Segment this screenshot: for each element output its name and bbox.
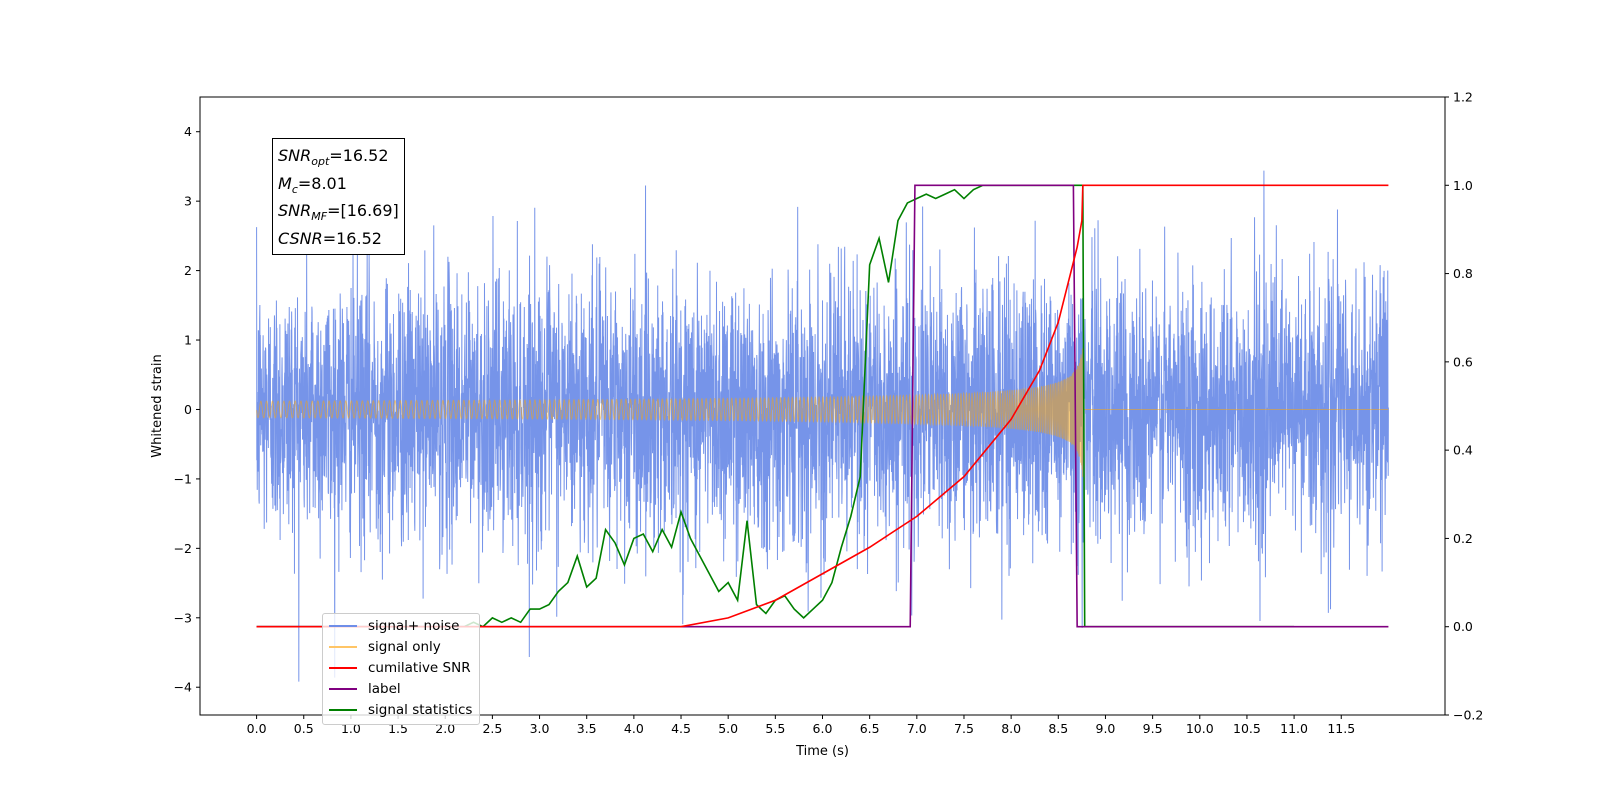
x-tick-label: 5.5 [765, 721, 785, 736]
y-tick-label: −1 [174, 471, 192, 486]
legend-swatch [329, 646, 357, 648]
y-axis-right: 1.2 1.0 0.8 0.6 0.4 0.2 0.0 −0.2 [1445, 90, 1483, 723]
legend-swatch [329, 667, 357, 669]
x-tick-label: 6.0 [813, 721, 833, 736]
y2-tick-label: 1.0 [1453, 178, 1473, 193]
x-tick-label: 8.0 [1001, 721, 1021, 736]
legend-label: label [368, 681, 401, 697]
y-tick-label: 1 [184, 333, 192, 348]
x-tick-label: 7.5 [954, 721, 974, 736]
x-axis-label: Time (s) [795, 744, 849, 759]
series-signal-only [256, 348, 1389, 477]
legend-label: signal statistics [368, 702, 473, 718]
x-tick-label: 9.0 [1096, 721, 1116, 736]
x-tick-label: 9.5 [1143, 721, 1163, 736]
x-tick-label: 5.0 [718, 721, 738, 736]
legend-item-signal-noise: signal+ noise [329, 616, 459, 636]
y2-tick-label: −0.2 [1453, 708, 1483, 723]
x-tick-label: 11.5 [1327, 721, 1355, 736]
series-right-axis-lines [256, 184, 1389, 628]
x-tick-label: 10.5 [1233, 721, 1261, 736]
series-signal-noise-line [256, 170, 1389, 682]
legend: signal+ noise signal only cumilative SNR… [322, 613, 480, 725]
x-tick-label: 6.5 [860, 721, 880, 736]
annotation-snr-mf: SNRMF=[16.69] [278, 201, 399, 224]
x-tick-label: 11.0 [1280, 721, 1308, 736]
y-tick-label: −2 [174, 541, 192, 556]
legend-label: signal only [368, 639, 441, 655]
y-tick-label: −3 [174, 610, 192, 625]
y2-tick-label: 0.0 [1453, 619, 1473, 634]
x-tick-label: 3.5 [577, 721, 597, 736]
legend-swatch [329, 688, 357, 690]
y-tick-label: 4 [184, 124, 192, 139]
x-tick-label: 4.0 [624, 721, 644, 736]
legend-item-cumulative-snr: cumilative SNR [329, 658, 471, 678]
y-tick-label: −4 [174, 680, 192, 695]
legend-label: signal+ noise [368, 618, 460, 634]
x-tick-label: 3.0 [530, 721, 550, 736]
x-tick-label: 8.5 [1048, 721, 1068, 736]
annotation-csnr: CSNR=16.52 [278, 229, 382, 249]
y-tick-label: 3 [184, 194, 192, 209]
series-cumulative-snr-line [256, 184, 1389, 628]
annotation-mc: Mc=8.01 [278, 173, 347, 196]
series-label-line [256, 184, 1389, 628]
y2-tick-label: 0.2 [1453, 531, 1473, 546]
x-tick-label: 2.5 [482, 721, 502, 736]
y2-tick-label: 1.2 [1453, 90, 1473, 105]
x-tick-label: 10.0 [1186, 721, 1214, 736]
annotation-snr-opt: SNRopt=16.52 [278, 146, 389, 169]
legend-item-signal-only: signal only [329, 637, 441, 657]
y2-tick-label: 0.8 [1453, 266, 1473, 281]
x-tick-label: 4.5 [671, 721, 691, 736]
x-tick-label: 0.5 [294, 721, 314, 736]
legend-item-signal-statistics: signal statistics [329, 700, 472, 720]
y2-tick-label: 0.6 [1453, 354, 1473, 369]
annotation-box: SNRopt=16.52 Mc=8.01 SNRMF=[16.69] CSNR=… [272, 138, 405, 255]
legend-label: cumilative SNR [368, 660, 471, 676]
y-tick-label: 0 [184, 402, 192, 417]
x-tick-label: 0.0 [247, 721, 267, 736]
legend-swatch [329, 709, 357, 711]
legend-swatch [329, 625, 357, 627]
legend-item-label: label [329, 679, 401, 699]
series-signal-noise [256, 170, 1389, 682]
series-signal-only-line [256, 348, 1389, 477]
y-axis-left: 4 3 2 1 0 −1 −2 −3 −4 [174, 124, 200, 695]
y2-tick-label: 0.4 [1453, 443, 1473, 458]
y-tick-label: 2 [184, 263, 192, 278]
y-axis-label: Whitened strain [150, 354, 165, 457]
x-tick-label: 7.0 [907, 721, 927, 736]
